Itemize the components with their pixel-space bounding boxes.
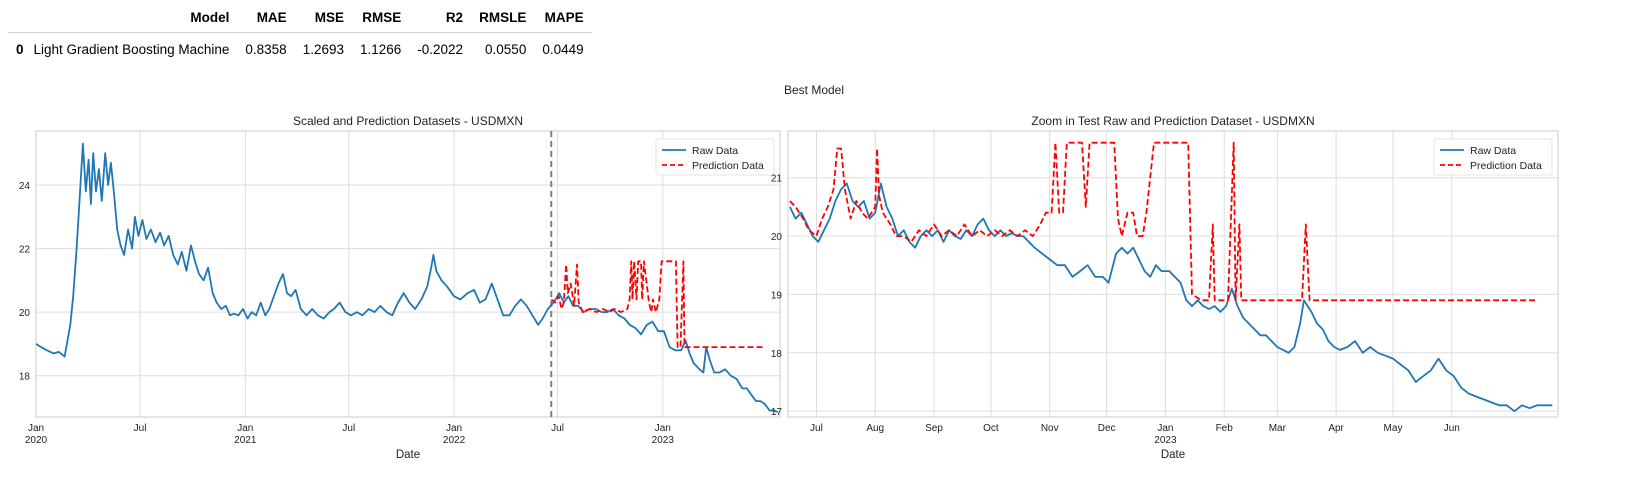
model-name-cell: Light Gradient Boosting Machine xyxy=(33,42,230,57)
chart0-frame xyxy=(35,130,781,418)
chart0-plot-area xyxy=(36,131,780,417)
chart1-x-tick-label: Aug xyxy=(866,423,884,434)
chart0-legend-box xyxy=(655,138,775,176)
chart1-x-tick-label: Jan xyxy=(1157,423,1173,434)
metrics-header-r2: R2 xyxy=(409,6,472,33)
metrics-header-row: Model MAE MSE RMSE R2 RMSLE MAPE xyxy=(8,6,592,33)
chart1-x-tick-label: Nov xyxy=(1041,423,1059,434)
rmse-cell: 1.1266 xyxy=(359,42,402,57)
rmsle-cell: 0.0550 xyxy=(485,42,527,57)
chart1-y-tick-label: 21 xyxy=(771,174,783,185)
r2-cell: -0.2022 xyxy=(417,42,464,57)
metrics-header-mae: MAE xyxy=(237,6,295,33)
chart0-legend-label: Prediction Data xyxy=(692,160,764,172)
chart1-y-tick-label: 17 xyxy=(771,407,783,418)
metrics-table: Model MAE MSE RMSE R2 RMSLE MAPE 0 Light… xyxy=(8,6,592,62)
chart1-title: Zoom in Test Raw and Prediction Dataset … xyxy=(1031,114,1314,128)
metrics-header-mse: MSE xyxy=(294,6,352,33)
metrics-header-rmsle: RMSLE xyxy=(471,6,535,33)
chart1-x-tick-label: Dec xyxy=(1098,423,1116,434)
mse-cell: 1.2693 xyxy=(302,42,344,57)
chart0-y-tick-label: 24 xyxy=(19,181,31,192)
chart1-legend-label: Raw Data xyxy=(1470,145,1516,157)
chart1-y-tick-label: 19 xyxy=(771,290,783,301)
chart1-x-tick-year: 2023 xyxy=(1154,435,1177,446)
chart1-x-tick-label: Jul xyxy=(810,423,823,434)
chart0-x-tick-label: Jul xyxy=(342,423,355,434)
chart0-x-tick-label: Jan xyxy=(237,423,253,434)
metrics-header-model: Model xyxy=(29,6,238,33)
chart0-x-tick-label: Jan xyxy=(655,423,671,434)
chart0-x-tick-label: Jul xyxy=(134,423,147,434)
chart0-series-line-prediction xyxy=(550,260,765,348)
chart0-x-axis-label: Date xyxy=(396,449,420,461)
metrics-header-rmse: RMSE xyxy=(351,6,410,33)
chart1-x-tick-label: Mar xyxy=(1269,423,1287,434)
chart0-y-tick-label: 18 xyxy=(19,372,31,383)
chart1-legend-label: Prediction Data xyxy=(1470,160,1542,172)
table-row: 0 Light Gradient Boosting Machine 0.8358… xyxy=(8,33,592,63)
chart1-x-tick-label: Jun xyxy=(1444,423,1460,434)
chart0-series-line-raw xyxy=(35,142,779,414)
chart1-x-tick-label: Apr xyxy=(1328,423,1344,434)
chart0-x-tick-year: 2022 xyxy=(443,435,466,446)
chart1-x-tick-label: Oct xyxy=(983,423,999,434)
chart1-y-tick-label: 18 xyxy=(771,349,783,360)
chart0-y-tick-label: 20 xyxy=(19,308,31,319)
chart1-x-tick-label: May xyxy=(1384,423,1403,434)
figure-suptitle: Best Model xyxy=(783,83,845,97)
chart0-title: Scaled and Prediction Datasets - USDMXN xyxy=(293,114,523,128)
chart1-frame xyxy=(787,130,1559,418)
chart1-y-tick-label: 20 xyxy=(771,232,783,243)
metrics-header-index xyxy=(8,6,30,33)
chart1-x-tick-label: Feb xyxy=(1216,423,1234,434)
chart0-legend-label: Raw Data xyxy=(692,145,738,157)
mae-cell: 0.8358 xyxy=(245,42,287,57)
row-index: 0 xyxy=(16,42,24,57)
chart1-x-tick-label: Sep xyxy=(925,423,943,434)
metrics-header-mape: MAPE xyxy=(534,6,592,33)
chart0-x-tick-year: 2020 xyxy=(25,435,48,446)
chart1-x-axis-label: Date xyxy=(1161,449,1185,461)
chart0-x-tick-year: 2021 xyxy=(234,435,257,446)
chart0-x-tick-label: Jul xyxy=(551,423,564,434)
mape-cell: 0.0449 xyxy=(542,42,584,57)
chart0-y-tick-label: 22 xyxy=(19,245,31,256)
chart1-series-line-raw xyxy=(789,182,1553,413)
chart1-series-line-prediction xyxy=(789,141,1538,302)
chart1-legend-box xyxy=(1433,138,1553,176)
chart0-x-tick-label: Jan xyxy=(28,423,44,434)
chart0-x-tick-label: Jan xyxy=(446,423,462,434)
chart0-x-tick-year: 2023 xyxy=(652,435,675,446)
